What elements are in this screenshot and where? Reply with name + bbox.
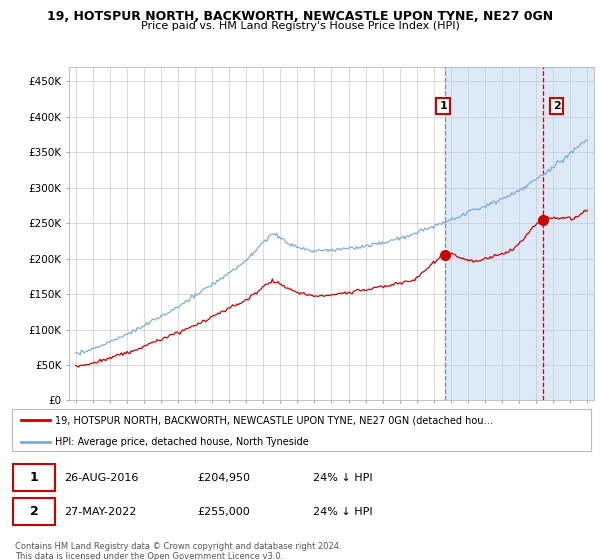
Text: £255,000: £255,000 (197, 507, 250, 517)
Text: Price paid vs. HM Land Registry's House Price Index (HPI): Price paid vs. HM Land Registry's House … (140, 21, 460, 31)
Text: 1: 1 (29, 471, 38, 484)
Text: 19, HOTSPUR NORTH, BACKWORTH, NEWCASTLE UPON TYNE, NE27 0GN: 19, HOTSPUR NORTH, BACKWORTH, NEWCASTLE … (47, 10, 553, 23)
Text: £204,950: £204,950 (197, 473, 250, 483)
Text: 2: 2 (29, 505, 38, 518)
Text: 27-MAY-2022: 27-MAY-2022 (64, 507, 136, 517)
Text: Contains HM Land Registry data © Crown copyright and database right 2024.
This d: Contains HM Land Registry data © Crown c… (15, 542, 341, 560)
Text: 26-AUG-2016: 26-AUG-2016 (64, 473, 139, 483)
FancyBboxPatch shape (13, 498, 55, 525)
Text: 1: 1 (439, 101, 447, 111)
Bar (445, 67, 594, 400)
Text: 19, HOTSPUR NORTH, BACKWORTH, NEWCASTLE UPON TYNE, NE27 0GN (detached hou…: 19, HOTSPUR NORTH, BACKWORTH, NEWCASTLE … (55, 415, 494, 425)
Text: HPI: Average price, detached house, North Tyneside: HPI: Average price, detached house, Nort… (55, 437, 309, 446)
Text: 24% ↓ HPI: 24% ↓ HPI (313, 507, 373, 517)
Text: 2: 2 (553, 101, 560, 111)
FancyBboxPatch shape (13, 464, 55, 491)
Text: 24% ↓ HPI: 24% ↓ HPI (313, 473, 373, 483)
